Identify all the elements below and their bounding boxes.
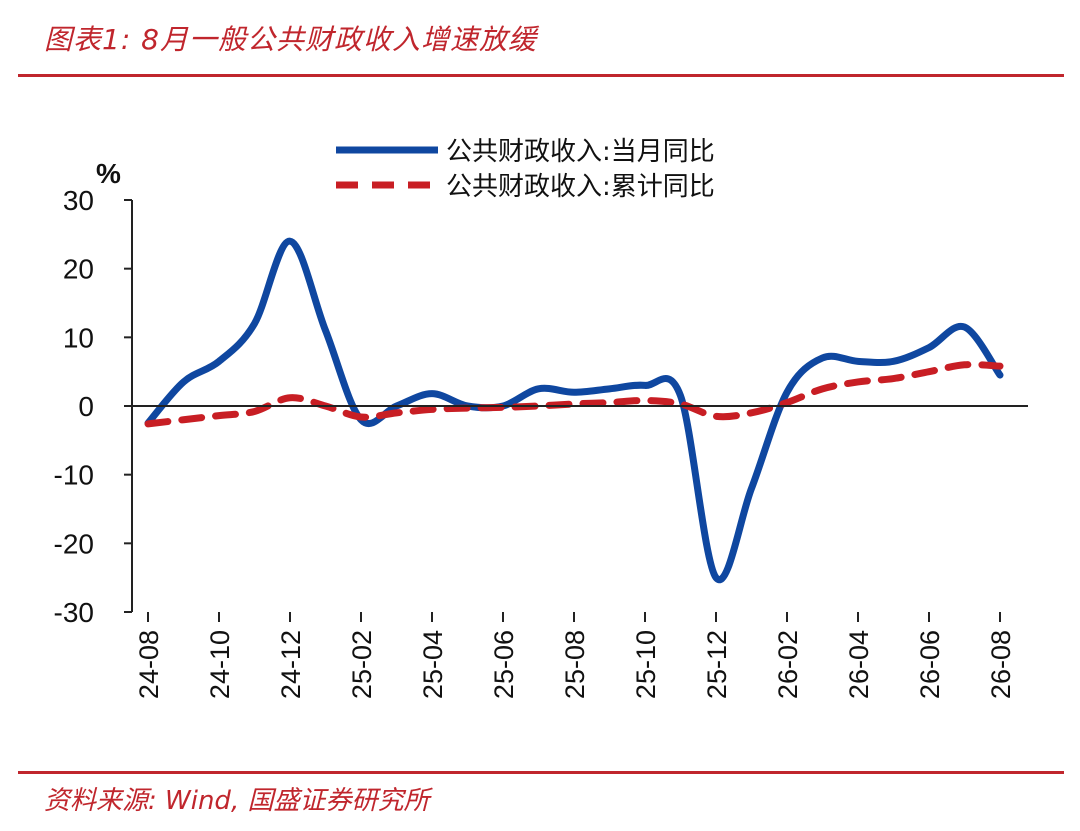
x-tick-label: 26-04 <box>844 630 874 699</box>
y-tick-label: 10 <box>63 322 94 353</box>
x-tick-label: 25-04 <box>418 630 448 699</box>
x-tick-label: 24-08 <box>134 630 164 699</box>
x-tick-label: 24-12 <box>276 630 306 699</box>
legend-label: 公共财政收入:当月同比 <box>446 137 715 167</box>
x-tick-label: 25-10 <box>631 630 661 699</box>
x-tick-label: 25-02 <box>347 630 377 699</box>
y-tick-label: -20 <box>54 528 94 559</box>
y-unit-label: % <box>96 158 121 189</box>
y-tick-label: 0 <box>78 391 94 422</box>
series-line-monthly <box>144 237 1004 584</box>
x-tick-label: 25-06 <box>489 630 519 699</box>
figure-title: 图表1: 8月一般公共财政收入增速放缓 <box>44 23 537 56</box>
y-tick-label: 30 <box>63 185 94 216</box>
series-layer <box>144 237 1004 584</box>
x-tick-label: 26-08 <box>986 630 1016 699</box>
y-tick-label: -10 <box>54 460 94 491</box>
legend-label: 公共财政收入:累计同比 <box>446 172 715 202</box>
x-tick-label: 25-08 <box>560 630 590 699</box>
source-note: 资料来源: Wind, 国盛证券研究所 <box>44 786 430 816</box>
x-tick-label: 26-06 <box>915 630 945 699</box>
x-tick-label: 25-12 <box>702 630 732 699</box>
y-tick-label: -30 <box>54 597 94 628</box>
y-tick-label: 20 <box>63 254 94 285</box>
source-divider <box>18 771 1064 774</box>
axes-layer: 30 20 10 0 -10 -20 -30% 24-08 24-10 24-12 25-02 25-… <box>54 158 1028 699</box>
title-divider <box>18 74 1064 77</box>
x-tick-label: 24-10 <box>205 630 235 699</box>
x-tick-label: 26-02 <box>773 630 803 699</box>
